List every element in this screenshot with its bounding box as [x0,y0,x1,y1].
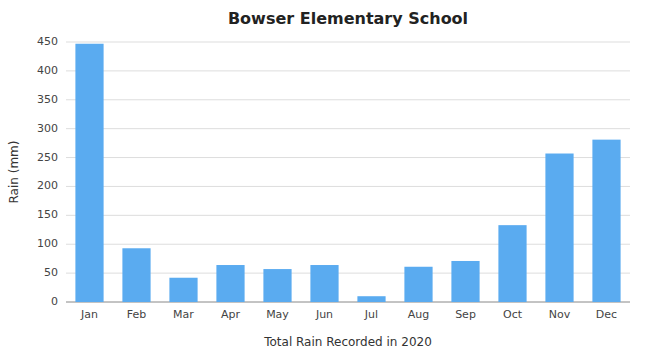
y-tick-label: 350 [37,93,58,106]
y-tick-label: 250 [37,151,58,164]
bar [451,261,479,302]
x-tick-label: Dec [596,308,617,321]
x-tick-label: Nov [549,308,571,321]
x-tick-label: Jan [80,308,98,321]
grid-line [66,42,630,43]
bar [592,140,620,302]
x-tick-label: Aug [408,308,429,321]
x-tick-label: Feb [127,308,146,321]
title: Bowser Elementary School [228,9,468,28]
grid-line [66,128,630,129]
y-tick-label: 0 [51,295,58,308]
bar [498,225,526,302]
bar [122,248,150,302]
y-tick-label: 100 [37,237,58,250]
y-tick-label: 200 [37,179,58,192]
bar [310,265,338,302]
y-tick-label: 50 [44,266,58,279]
chart-container: 0 50 100 150 200 250 300 350 400 450 Jan Feb Mar Apr M… [0,0,650,360]
y-tick-label: 400 [37,64,58,77]
x-axis-label: Total Rain Recorded in 2020 [263,335,432,349]
x-tick-label: May [266,308,289,321]
bar [263,269,291,302]
x-axis: Jan Feb Mar Apr May Jun Jul Aug Sep Oct Nov Dec [80,308,617,321]
y-tick-label: 450 [37,35,58,48]
bars [75,44,620,302]
bar [404,267,432,302]
chart: 0 50 100 150 200 250 300 350 400 450 Jan Feb Mar Apr M… [0,0,650,360]
x-tick-label: Mar [173,308,194,321]
grid-line [66,99,630,100]
y-tick-label: 150 [37,208,58,221]
bar [216,265,244,302]
y-axis: 0 50 100 150 200 250 300 350 400 450 [37,35,630,308]
grid-line [66,70,630,71]
bar [545,154,573,302]
y-axis-label: Rain (mm) [7,141,21,204]
x-tick-label: Sep [455,308,476,321]
x-tick-label: Oct [503,308,523,321]
x-tick-label: Jun [315,308,333,321]
bar [75,44,103,302]
x-tick-label: Jul [364,308,378,321]
bar [357,296,385,302]
bar [169,278,197,302]
y-tick-label: 300 [37,122,58,135]
x-tick-label: Apr [221,308,241,321]
